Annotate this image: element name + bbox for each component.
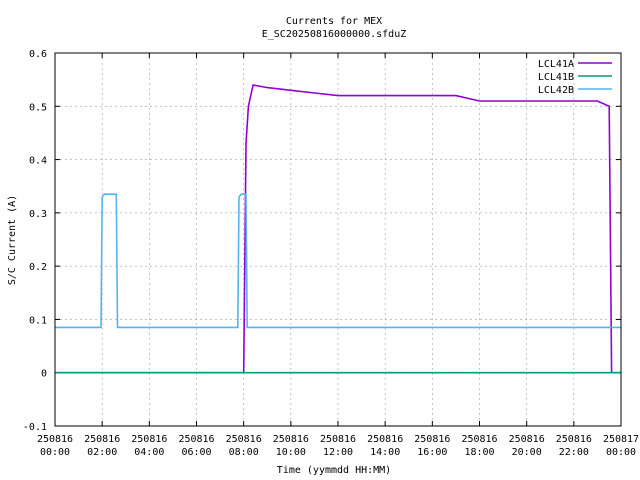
x-tick-label-time: 10:00 [276, 447, 306, 458]
chart-subtitle: E_SC20250816000000.sfduZ [262, 29, 407, 40]
x-tick-label-time: 00:00 [40, 447, 70, 458]
y-tick-label: 0.4 [29, 156, 47, 167]
x-tick-label-time: 00:00 [606, 447, 636, 458]
y-tick-label: -0.1 [23, 422, 47, 433]
x-tick-label-time: 12:00 [323, 447, 353, 458]
axis-ticks: -0.1 0 0.1 0.2 0.3 0.4 0.5 0.6 250816 00:00 250816… [23, 49, 639, 458]
x-tick-label-date: 250816 [226, 434, 262, 445]
y-tick-label: 0.3 [29, 209, 47, 220]
y-tick-label: 0.6 [29, 49, 47, 60]
legend-label: LCL41B [538, 72, 574, 83]
x-tick-label-time: 02:00 [87, 447, 117, 458]
x-tick-label-time: 14:00 [370, 447, 400, 458]
y-axis-label: S/C Current (A) [7, 195, 18, 285]
x-tick-label-time: 16:00 [417, 447, 447, 458]
x-tick-label-date: 250816 [556, 434, 592, 445]
x-tick-label-date: 250816 [273, 434, 309, 445]
legend-label: LCL41A [538, 59, 574, 70]
x-tick-label-time: 06:00 [181, 447, 211, 458]
x-tick-label-time: 18:00 [464, 447, 494, 458]
x-tick-label-time: 04:00 [134, 447, 164, 458]
series-line-lcl42b [55, 193, 621, 329]
x-tick-label-date: 250816 [131, 434, 167, 445]
x-axis-label: Time (yymmdd HH:MM) [277, 465, 391, 476]
x-tick-label-time: 08:00 [229, 447, 259, 458]
chart-title: Currents for MEX [286, 16, 382, 27]
x-tick-label-date: 250816 [84, 434, 120, 445]
x-tick-label-date: 250816 [509, 434, 545, 445]
x-tick-label-date: 250816 [461, 434, 497, 445]
grid [55, 53, 621, 426]
x-tick-label-time: 20:00 [512, 447, 542, 458]
x-tick-label-date: 250817 [603, 434, 639, 445]
x-tick-label-date: 250816 [367, 434, 403, 445]
plot-frame [54, 52, 622, 427]
legend: LCL41A LCL41B LCL42B [538, 59, 612, 96]
series-line-lcl41a [55, 84, 621, 374]
x-tick-label-date: 250816 [320, 434, 356, 445]
y-tick-label: 0.2 [29, 262, 47, 273]
y-tick-label: 0.1 [29, 315, 47, 326]
x-tick-label-date: 250816 [178, 434, 214, 445]
y-tick-label: 0 [41, 369, 47, 380]
x-tick-label-date: 250816 [37, 434, 73, 445]
y-tick-label: 0.5 [29, 102, 47, 113]
x-tick-label-time: 22:00 [559, 447, 589, 458]
x-tick-label-date: 250816 [414, 434, 450, 445]
series-layer [55, 84, 621, 374]
legend-label: LCL42B [538, 85, 574, 96]
